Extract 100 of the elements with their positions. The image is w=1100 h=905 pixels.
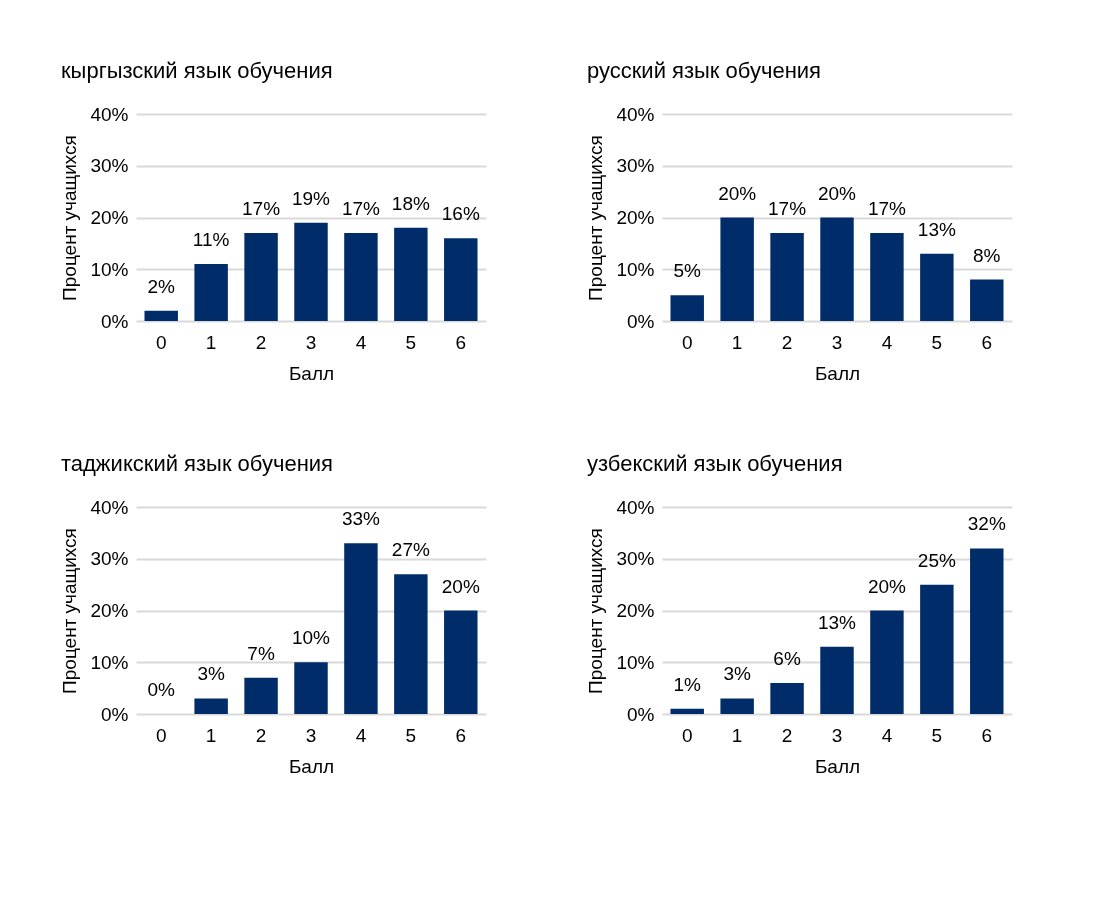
x-tick-label: 0: [681, 331, 693, 353]
x-tick-label: 4: [881, 724, 893, 746]
data-label: 17%: [242, 198, 281, 220]
x-tick-label: 2: [255, 724, 267, 746]
bar: [444, 610, 478, 714]
y-tick-label: 20%: [90, 207, 129, 228]
data-label: 19%: [291, 187, 331, 209]
data-label: 17%: [867, 198, 907, 220]
data-label: 7%: [247, 642, 275, 664]
data-label: 27%: [391, 539, 430, 561]
x-tick-label: 1: [731, 724, 743, 746]
bar: [920, 584, 954, 714]
x-tick-label: 4: [355, 331, 367, 353]
bar: [820, 646, 854, 714]
data-label: 2%: [147, 275, 176, 297]
bar: [920, 253, 954, 321]
data-label: 3%: [197, 663, 225, 685]
bar: [144, 310, 178, 321]
bar: [720, 698, 754, 714]
y-tick-label: 0%: [627, 703, 655, 725]
x-tick-label: 3: [305, 724, 317, 746]
bar: [820, 217, 854, 321]
data-label: 11%: [192, 229, 230, 251]
data-label: 20%: [718, 182, 757, 204]
data-label: 6%: [773, 647, 801, 669]
bar: [294, 662, 328, 714]
data-label: 5%: [673, 260, 702, 282]
x-axis-title: Балл: [288, 755, 335, 777]
x-tick-label: 0: [681, 724, 693, 746]
chart-title: русский язык обучения: [586, 58, 821, 83]
y-tick-label: 10%: [90, 651, 129, 673]
data-label: 16%: [441, 203, 480, 225]
bar: [194, 698, 228, 714]
data-label: 20%: [817, 182, 857, 204]
y-tick-label: 20%: [616, 600, 655, 621]
bar: [244, 233, 278, 321]
x-tick-label: 0: [155, 331, 167, 353]
bar: [770, 682, 804, 714]
data-label: 20%: [867, 575, 907, 597]
x-tick-label: 5: [405, 724, 417, 746]
data-label: 13%: [817, 611, 857, 633]
data-label: 0%: [147, 679, 176, 700]
x-tick-label: 1: [205, 331, 217, 353]
x-tick-label: 2: [781, 331, 793, 353]
y-tick-label: 20%: [616, 207, 655, 228]
y-tick-label: 0%: [101, 310, 129, 332]
bar: [870, 233, 904, 321]
y-tick-label: 10%: [616, 258, 655, 280]
bar: [444, 238, 478, 321]
bar: [870, 610, 904, 714]
y-tick-label: 10%: [90, 258, 129, 280]
x-tick-label: 5: [931, 331, 943, 353]
bar: [770, 233, 804, 321]
bar: [194, 264, 228, 321]
data-label: 17%: [768, 198, 807, 220]
x-tick-label: 4: [881, 331, 893, 353]
x-tick-label: 0: [155, 724, 167, 746]
data-label: 17%: [341, 198, 381, 220]
y-tick-label: 40%: [616, 103, 655, 125]
x-tick-label: 4: [355, 724, 367, 746]
x-tick-label: 6: [981, 331, 993, 353]
y-tick-label: 30%: [90, 155, 129, 177]
data-label: 3%: [723, 663, 751, 685]
x-tick-label: 6: [455, 331, 467, 353]
x-tick-label: 5: [931, 724, 943, 746]
bar: [344, 543, 378, 714]
bar: [244, 677, 278, 714]
x-tick-label: 3: [831, 331, 843, 353]
bar: [294, 222, 328, 321]
x-axis-title: Балл: [288, 362, 335, 384]
data-label: 13%: [917, 218, 956, 240]
x-tick-label: 6: [455, 724, 467, 746]
bar: [720, 217, 754, 321]
data-label: 32%: [967, 513, 1006, 535]
data-label: 8%: [973, 244, 1001, 266]
bar: [970, 548, 1004, 714]
chart-title: кыргызский язык обучения: [60, 58, 333, 83]
x-axis-title: Балл: [814, 362, 861, 384]
data-label: 33%: [341, 508, 381, 530]
y-axis-title: Процент учащихся: [59, 528, 81, 694]
x-tick-label: 1: [731, 331, 743, 353]
y-tick-label: 40%: [90, 103, 129, 125]
chart-title: узбекский язык обучения: [586, 451, 843, 476]
x-tick-label: 1: [205, 724, 217, 746]
data-label: 18%: [391, 192, 430, 214]
y-axis-title: Процент учащихся: [585, 528, 607, 694]
y-tick-label: 30%: [616, 155, 655, 177]
data-label: 20%: [441, 575, 480, 597]
x-tick-label: 3: [831, 724, 843, 746]
bar: [394, 227, 428, 321]
y-axis-title: Процент учащихся: [585, 135, 607, 301]
y-tick-label: 0%: [101, 703, 129, 725]
data-label: 1%: [673, 673, 702, 695]
x-axis-title: Балл: [814, 755, 861, 777]
data-label: 10%: [291, 627, 331, 649]
chart-title: таджикский язык обучения: [60, 451, 334, 476]
x-tick-label: 2: [781, 724, 793, 746]
y-tick-label: 0%: [627, 310, 655, 332]
y-tick-label: 20%: [90, 600, 129, 621]
x-tick-label: 2: [255, 331, 267, 353]
